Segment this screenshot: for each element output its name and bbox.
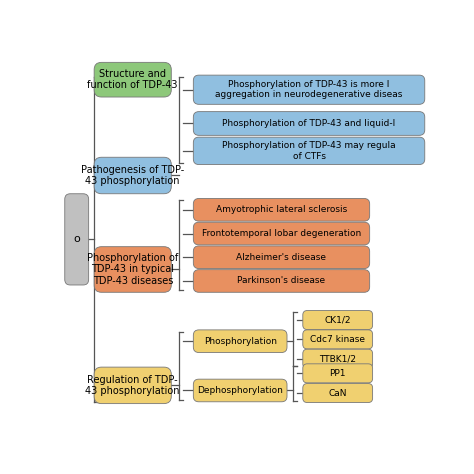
FancyBboxPatch shape	[193, 111, 425, 136]
FancyBboxPatch shape	[303, 383, 373, 402]
Text: Frontotemporal lobar degeneration: Frontotemporal lobar degeneration	[202, 229, 361, 238]
FancyBboxPatch shape	[65, 194, 89, 285]
Text: Phosphorylation of TDP-43 and liquid-l: Phosphorylation of TDP-43 and liquid-l	[222, 119, 396, 128]
FancyBboxPatch shape	[94, 367, 171, 404]
Text: Amyotrophic lateral sclerosis: Amyotrophic lateral sclerosis	[216, 205, 347, 214]
Text: PP1: PP1	[329, 369, 346, 378]
Text: Phosphorylation: Phosphorylation	[204, 337, 277, 346]
FancyBboxPatch shape	[303, 330, 373, 349]
FancyBboxPatch shape	[193, 246, 370, 269]
Text: Parkinson's disease: Parkinson's disease	[237, 276, 326, 285]
FancyBboxPatch shape	[193, 137, 425, 164]
FancyBboxPatch shape	[193, 199, 370, 221]
Text: CaN: CaN	[328, 389, 347, 398]
Text: Regulation of TDP-
43 phosphorylation: Regulation of TDP- 43 phosphorylation	[85, 374, 180, 396]
FancyBboxPatch shape	[193, 379, 287, 402]
Text: CK1/2: CK1/2	[324, 316, 351, 325]
FancyBboxPatch shape	[193, 222, 370, 245]
FancyBboxPatch shape	[193, 270, 370, 292]
FancyBboxPatch shape	[303, 310, 373, 329]
Text: Phosphorylation of
TDP-43 in typical
TDP-43 diseases: Phosphorylation of TDP-43 in typical TDP…	[87, 253, 178, 286]
FancyBboxPatch shape	[94, 157, 171, 194]
Text: Cdc7 kinase: Cdc7 kinase	[310, 335, 365, 344]
Text: o: o	[73, 234, 80, 245]
Text: Alzheimer's disease: Alzheimer's disease	[237, 253, 327, 262]
FancyBboxPatch shape	[94, 246, 171, 292]
Text: Phosphorylation of TDP-43 may regula
of CTFs: Phosphorylation of TDP-43 may regula of …	[222, 141, 396, 161]
FancyBboxPatch shape	[193, 330, 287, 353]
FancyBboxPatch shape	[303, 364, 373, 383]
FancyBboxPatch shape	[193, 75, 425, 104]
Text: Dephosphorylation: Dephosphorylation	[197, 386, 283, 395]
FancyBboxPatch shape	[303, 349, 373, 368]
FancyBboxPatch shape	[94, 63, 171, 97]
Text: Pathogenesis of TDP-
43 phosphorylation: Pathogenesis of TDP- 43 phosphorylation	[81, 164, 184, 186]
Text: TTBK1/2: TTBK1/2	[319, 354, 356, 363]
Text: Structure and
function of TDP-43: Structure and function of TDP-43	[88, 69, 178, 91]
Text: Phosphorylation of TDP-43 is more l
aggregation in neurodegenerative diseas: Phosphorylation of TDP-43 is more l aggr…	[215, 80, 403, 100]
